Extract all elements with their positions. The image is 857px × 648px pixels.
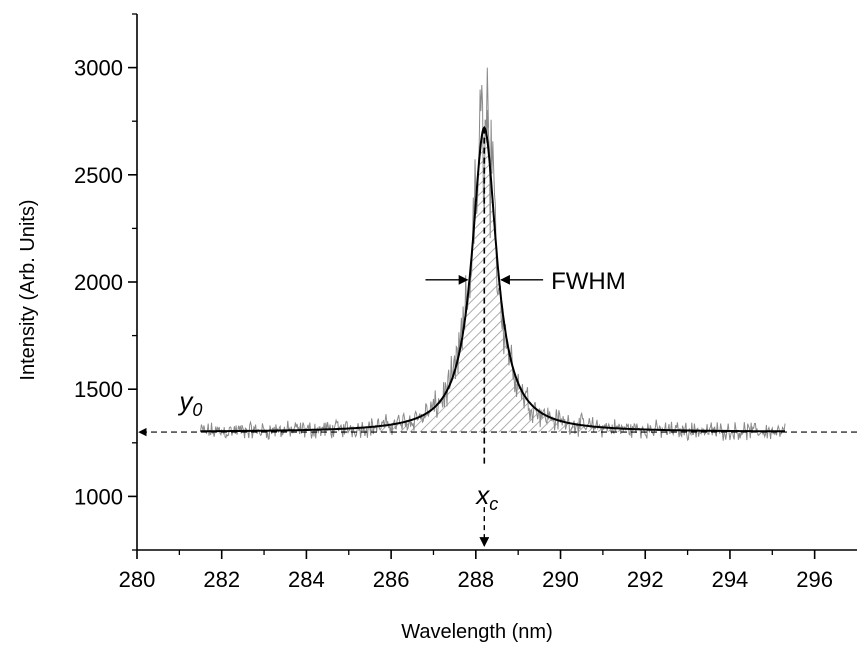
- x-tick-label: 280: [119, 567, 156, 592]
- x-tick-label: 282: [203, 567, 240, 592]
- lorentzian-fit-line: [200, 126, 785, 433]
- y-tick-label: 1000: [74, 484, 123, 509]
- xc-label: xc: [474, 480, 498, 514]
- y-tick-label: 3000: [74, 56, 123, 81]
- x-tick-label: 288: [457, 567, 494, 592]
- y-tick-label: 2500: [74, 163, 123, 188]
- x-tick-label: 292: [627, 567, 664, 592]
- x-tick-label: 294: [712, 567, 749, 592]
- y-tick-label: 1500: [74, 377, 123, 402]
- y0-label: y0: [177, 386, 202, 420]
- y-axis-title: Intensity (Arb. Units): [17, 199, 39, 380]
- x-tick-label: 290: [542, 567, 579, 592]
- x-tick-label: 286: [373, 567, 410, 592]
- fwhm-label: FWHM: [551, 268, 626, 295]
- y-tick-label: 2000: [74, 270, 123, 295]
- axis-ticks: 280 282 284 286 288 290 292 294 296 1000 1500 2000 2…: [74, 13, 833, 592]
- x-axis-title: Wavelength (nm): [401, 621, 553, 643]
- x-tick-label: 296: [796, 567, 833, 592]
- x-tick-label: 284: [288, 567, 325, 592]
